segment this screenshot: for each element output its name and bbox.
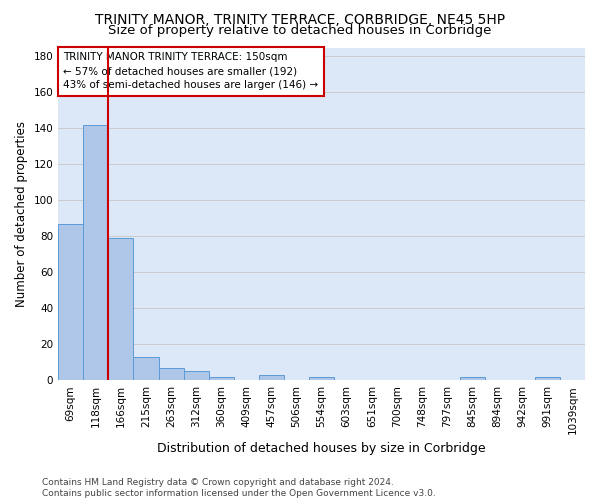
Bar bbox=[83, 125, 109, 380]
Text: Contains HM Land Registry data © Crown copyright and database right 2024.
Contai: Contains HM Land Registry data © Crown c… bbox=[42, 478, 436, 498]
Bar bbox=[259, 375, 284, 380]
Text: TRINITY MANOR, TRINITY TERRACE, CORBRIDGE, NE45 5HP: TRINITY MANOR, TRINITY TERRACE, CORBRIDG… bbox=[95, 12, 505, 26]
Bar bbox=[133, 357, 158, 380]
Bar bbox=[158, 368, 184, 380]
Bar bbox=[460, 376, 485, 380]
Y-axis label: Number of detached properties: Number of detached properties bbox=[15, 121, 28, 307]
Text: TRINITY MANOR TRINITY TERRACE: 150sqm
← 57% of detached houses are smaller (192): TRINITY MANOR TRINITY TERRACE: 150sqm ← … bbox=[64, 52, 319, 90]
Bar bbox=[209, 376, 234, 380]
Bar bbox=[58, 224, 83, 380]
Bar bbox=[535, 376, 560, 380]
Bar bbox=[109, 238, 133, 380]
Bar bbox=[184, 371, 209, 380]
Text: Size of property relative to detached houses in Corbridge: Size of property relative to detached ho… bbox=[109, 24, 491, 37]
X-axis label: Distribution of detached houses by size in Corbridge: Distribution of detached houses by size … bbox=[157, 442, 486, 455]
Bar bbox=[309, 376, 334, 380]
